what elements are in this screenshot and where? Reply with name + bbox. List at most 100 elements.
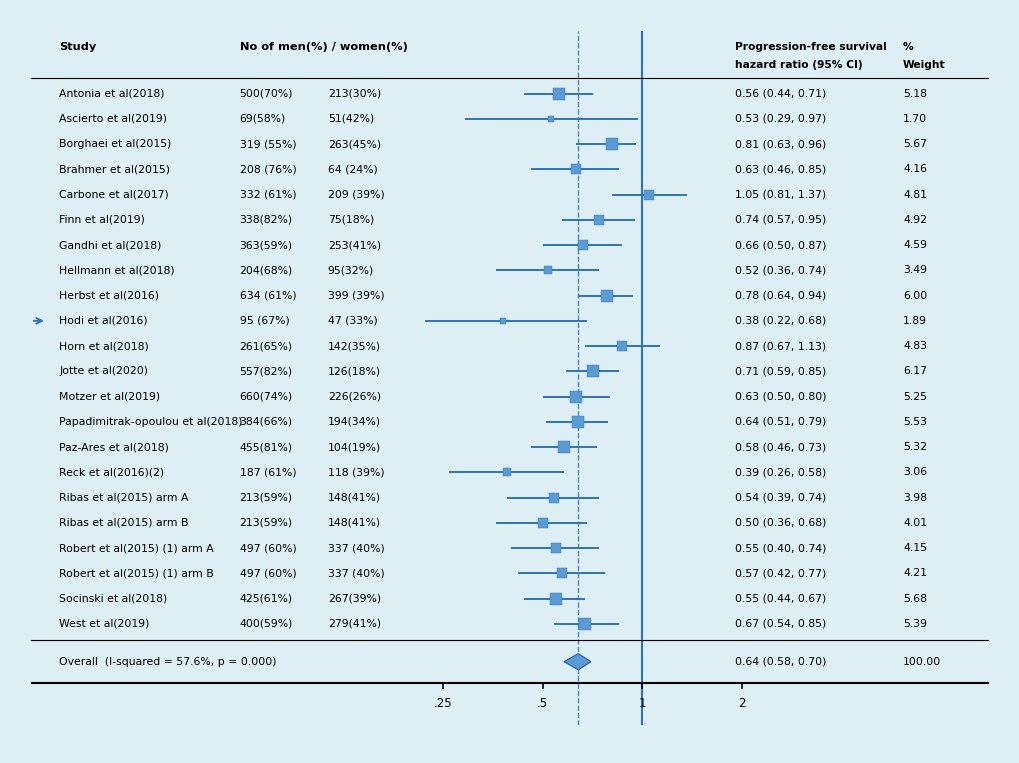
Text: 64 (24%): 64 (24%) — [327, 164, 377, 175]
Text: 0.87 (0.67, 1.13): 0.87 (0.67, 1.13) — [735, 341, 825, 351]
Text: West et al(2019): West et al(2019) — [59, 619, 150, 629]
Text: Papadimitrak-opoulou et al(2018): Papadimitrak-opoulou et al(2018) — [59, 417, 243, 427]
Text: 47 (33%): 47 (33%) — [327, 316, 377, 326]
Text: 0.78 (0.64, 0.94): 0.78 (0.64, 0.94) — [735, 291, 825, 301]
Text: 0.63 (0.46, 0.85): 0.63 (0.46, 0.85) — [735, 164, 825, 175]
Text: 337 (40%): 337 (40%) — [327, 543, 384, 553]
Text: 148(41%): 148(41%) — [327, 518, 380, 528]
Text: No of men(%) / women(%): No of men(%) / women(%) — [239, 42, 408, 52]
Text: Robert et al(2015) (1) arm A: Robert et al(2015) (1) arm A — [59, 543, 214, 553]
Text: 6.17: 6.17 — [902, 366, 926, 376]
Text: Motzer et al(2019): Motzer et al(2019) — [59, 391, 160, 401]
Text: Reck et al(2016)(2): Reck et al(2016)(2) — [59, 468, 164, 478]
Text: 0.63 (0.50, 0.80): 0.63 (0.50, 0.80) — [735, 391, 826, 401]
Text: 51(42%): 51(42%) — [327, 114, 374, 124]
Text: 75(18%): 75(18%) — [327, 215, 374, 225]
Text: 5.53: 5.53 — [902, 417, 926, 427]
Text: 0.39 (0.26, 0.58): 0.39 (0.26, 0.58) — [735, 468, 825, 478]
Text: 5.18: 5.18 — [902, 89, 926, 98]
Text: 3.06: 3.06 — [902, 468, 926, 478]
Text: Antonia et al(2018): Antonia et al(2018) — [59, 89, 165, 98]
Text: 5.32: 5.32 — [902, 442, 926, 452]
Text: 0.67 (0.54, 0.85): 0.67 (0.54, 0.85) — [735, 619, 825, 629]
Text: 0.57 (0.42, 0.77): 0.57 (0.42, 0.77) — [735, 568, 825, 578]
Text: 0.56 (0.44, 0.71): 0.56 (0.44, 0.71) — [735, 89, 825, 98]
Text: 399 (39%): 399 (39%) — [327, 291, 384, 301]
Text: 319 (55%): 319 (55%) — [239, 139, 296, 149]
Text: Ascierto et al(2019): Ascierto et al(2019) — [59, 114, 167, 124]
Text: hazard ratio (95% CI): hazard ratio (95% CI) — [735, 60, 862, 69]
Text: 6.00: 6.00 — [902, 291, 926, 301]
Text: 213(59%): 213(59%) — [239, 493, 292, 503]
Text: 253(41%): 253(41%) — [327, 240, 380, 250]
Text: 425(61%): 425(61%) — [239, 594, 292, 604]
Text: Herbst et al(2016): Herbst et al(2016) — [59, 291, 159, 301]
Text: 148(41%): 148(41%) — [327, 493, 380, 503]
Text: 226(26%): 226(26%) — [327, 391, 380, 401]
Text: 142(35%): 142(35%) — [327, 341, 380, 351]
Text: Finn et al(2019): Finn et al(2019) — [59, 215, 145, 225]
Text: 5.67: 5.67 — [902, 139, 926, 149]
Text: 332 (61%): 332 (61%) — [239, 190, 296, 200]
Text: 384(66%): 384(66%) — [239, 417, 292, 427]
Text: 208 (76%): 208 (76%) — [239, 164, 297, 175]
Text: 100.00: 100.00 — [902, 657, 941, 667]
Text: 660(74%): 660(74%) — [239, 391, 292, 401]
Text: 69(58%): 69(58%) — [239, 114, 285, 124]
Text: Horn et al(2018): Horn et al(2018) — [59, 341, 149, 351]
Text: 0.64 (0.51, 0.79): 0.64 (0.51, 0.79) — [735, 417, 825, 427]
Text: 1.89: 1.89 — [902, 316, 926, 326]
Text: 337 (40%): 337 (40%) — [327, 568, 384, 578]
Text: Hellmann et al(2018): Hellmann et al(2018) — [59, 266, 175, 275]
Polygon shape — [564, 654, 590, 670]
Text: Study: Study — [59, 42, 97, 52]
Text: Overall  (I-squared = 57.6%, p = 0.000): Overall (I-squared = 57.6%, p = 0.000) — [59, 657, 276, 667]
Text: 1: 1 — [638, 697, 645, 710]
Text: 0.58 (0.46, 0.73): 0.58 (0.46, 0.73) — [735, 442, 825, 452]
Text: 4.83: 4.83 — [902, 341, 926, 351]
Text: Gandhi et al(2018): Gandhi et al(2018) — [59, 240, 162, 250]
Text: 263(45%): 263(45%) — [327, 139, 380, 149]
Text: 363(59%): 363(59%) — [239, 240, 292, 250]
Text: 2: 2 — [738, 697, 745, 710]
Text: .25: .25 — [433, 697, 452, 710]
Text: 0.53 (0.29, 0.97): 0.53 (0.29, 0.97) — [735, 114, 825, 124]
Text: 500(70%): 500(70%) — [239, 89, 292, 98]
Text: 118 (39%): 118 (39%) — [327, 468, 384, 478]
Text: Carbone et al(2017): Carbone et al(2017) — [59, 190, 169, 200]
Text: 104(19%): 104(19%) — [327, 442, 381, 452]
Text: 497 (60%): 497 (60%) — [239, 568, 297, 578]
Text: 400(59%): 400(59%) — [239, 619, 292, 629]
Text: 0.52 (0.36, 0.74): 0.52 (0.36, 0.74) — [735, 266, 825, 275]
Text: 0.81 (0.63, 0.96): 0.81 (0.63, 0.96) — [735, 139, 825, 149]
Text: Robert et al(2015) (1) arm B: Robert et al(2015) (1) arm B — [59, 568, 214, 578]
Text: 279(41%): 279(41%) — [327, 619, 380, 629]
Text: 0.54 (0.39, 0.74): 0.54 (0.39, 0.74) — [735, 493, 825, 503]
Text: Jotte et al(2020): Jotte et al(2020) — [59, 366, 148, 376]
Text: Weight: Weight — [902, 60, 945, 69]
Text: 194(34%): 194(34%) — [327, 417, 380, 427]
Text: 634 (61%): 634 (61%) — [239, 291, 296, 301]
Text: 5.39: 5.39 — [902, 619, 926, 629]
Text: 213(59%): 213(59%) — [239, 518, 292, 528]
Text: 497 (60%): 497 (60%) — [239, 543, 297, 553]
Text: 5.25: 5.25 — [902, 391, 926, 401]
Text: .5: .5 — [537, 697, 548, 710]
Text: Ribas et al(2015) arm A: Ribas et al(2015) arm A — [59, 493, 189, 503]
Text: 95(32%): 95(32%) — [327, 266, 374, 275]
Text: 204(68%): 204(68%) — [239, 266, 292, 275]
Text: Progression-free survival: Progression-free survival — [735, 42, 887, 52]
Text: 0.38 (0.22, 0.68): 0.38 (0.22, 0.68) — [735, 316, 825, 326]
Text: Borghaei et al(2015): Borghaei et al(2015) — [59, 139, 171, 149]
Text: 0.50 (0.36, 0.68): 0.50 (0.36, 0.68) — [735, 518, 825, 528]
Text: 3.49: 3.49 — [902, 266, 926, 275]
Text: 5.68: 5.68 — [902, 594, 926, 604]
Text: 95 (67%): 95 (67%) — [239, 316, 289, 326]
Text: 0.74 (0.57, 0.95): 0.74 (0.57, 0.95) — [735, 215, 825, 225]
Text: 213(30%): 213(30%) — [327, 89, 381, 98]
Text: 4.81: 4.81 — [902, 190, 926, 200]
Text: 455(81%): 455(81%) — [239, 442, 292, 452]
Text: Socinski et al(2018): Socinski et al(2018) — [59, 594, 167, 604]
Text: 267(39%): 267(39%) — [327, 594, 380, 604]
Text: Brahmer et al(2015): Brahmer et al(2015) — [59, 164, 170, 175]
